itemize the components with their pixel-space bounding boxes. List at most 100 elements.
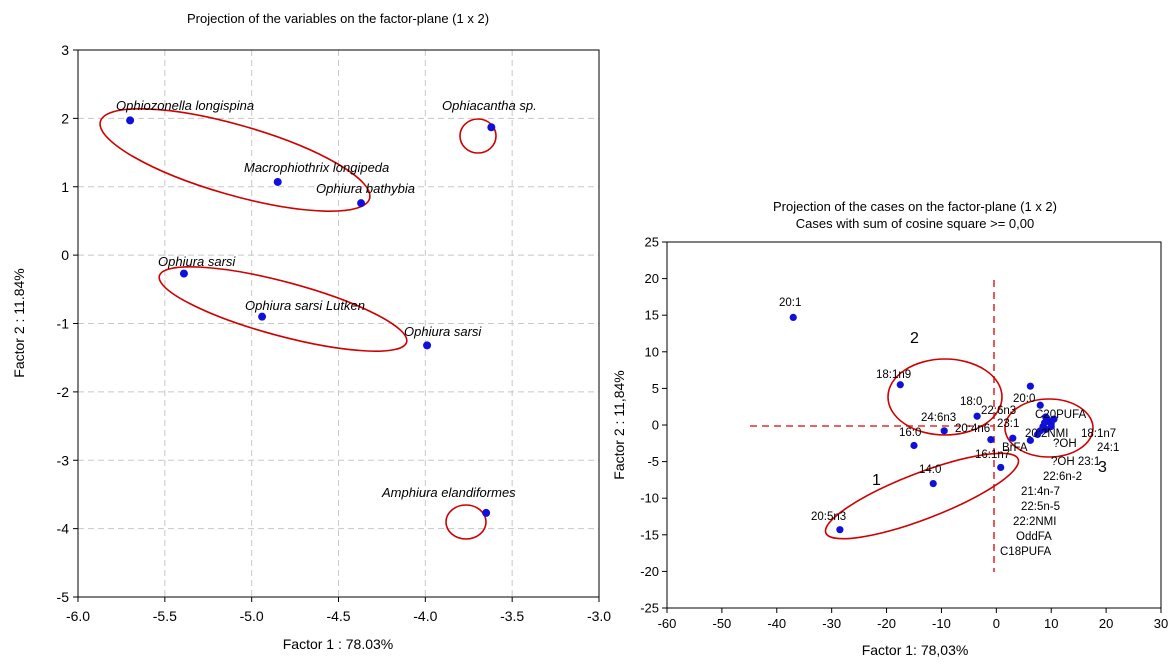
data-point	[1042, 425, 1050, 433]
point-label: 20:2NMI	[1025, 428, 1068, 440]
y-axis-label: Factor 2 : 11,84%	[611, 370, 627, 479]
x-tick-label: 20	[1099, 616, 1113, 631]
group-ellipse	[158, 266, 408, 352]
x-tick-label: -6.0	[66, 608, 90, 624]
x-axis-label: Factor 1: 78,03%	[862, 642, 969, 658]
point-label: 20:4n6	[955, 423, 990, 435]
point-label: C20PUFA	[1035, 409, 1086, 421]
point-label: 20:0	[1013, 393, 1035, 405]
point-label: BrFA	[1002, 442, 1028, 454]
y-tick-label: 3	[61, 42, 69, 58]
point-labels: 20:1 18:1n9 18:0 24:6n3 16:0 20:4n6 14:0…	[779, 297, 1119, 558]
x-tick-label: -20	[877, 616, 896, 631]
y-tick-label: 15	[645, 308, 659, 323]
chart-title: Projection of the cases on the factor-pl…	[773, 199, 1057, 214]
point-label: Ophiacantha sp.	[442, 98, 537, 113]
x-tick-label: -5.5	[153, 608, 177, 624]
y-axis-label: Factor 2 : 11.84%	[11, 268, 27, 377]
data-point	[973, 412, 981, 420]
data-point	[1009, 434, 1017, 442]
x-tick-label: -4.5	[326, 608, 350, 624]
data-point	[126, 116, 135, 125]
point-label: Ophiura sarsi	[404, 324, 482, 339]
point-label: 24:6n3	[921, 412, 956, 424]
data-point	[836, 526, 844, 534]
y-tick-label: -3	[57, 452, 70, 468]
point-label: Ophiura sarsi Lutken	[245, 298, 365, 313]
data-point	[273, 177, 282, 186]
group-ellipse	[445, 504, 487, 540]
y-tick-label: -25	[640, 601, 659, 616]
point-label: Ophiura bathybia	[316, 181, 415, 196]
group-ellipse	[1004, 398, 1094, 458]
grid-lines	[78, 50, 599, 597]
x-ticks: -6.0 -5.5 -5.0 -4.5 -4.0 -3.5 -3.0	[66, 597, 611, 624]
point-label: 22:6n3	[981, 405, 1016, 417]
y-tick-label: -5	[57, 589, 70, 605]
data-point	[423, 341, 432, 350]
point-label: OddFA	[1016, 531, 1052, 543]
data-point	[929, 479, 937, 488]
data-point	[487, 123, 496, 132]
point-label: 20:5n3	[811, 511, 846, 523]
group-ellipses	[824, 358, 1094, 540]
group-number: 1	[872, 472, 881, 489]
x-axis-label: Factor 1 : 78.03%	[283, 636, 394, 652]
point-label: 20:1	[779, 297, 801, 309]
y-tick-label: 0	[652, 418, 659, 433]
data-point	[1036, 401, 1044, 409]
data-point	[910, 441, 918, 450]
x-tick-label: -3.5	[500, 608, 524, 624]
x-tick-label: -50	[712, 616, 731, 631]
x-tick-label: -10	[932, 616, 951, 631]
data-point	[1041, 419, 1049, 427]
point-label: 24:1	[1097, 442, 1119, 454]
point-label: ?OH 23:1	[1051, 456, 1100, 468]
x-tick-label: 10	[1044, 616, 1058, 631]
point-label: 21:4n-7	[1021, 486, 1060, 498]
data-points	[126, 116, 496, 517]
point-label: ?OH	[1053, 438, 1077, 450]
chart-variables: Projection of the variables on the facto…	[11, 11, 611, 652]
point-label: 22:6n-2	[1043, 471, 1082, 483]
point-label: 16:1n7	[975, 449, 1010, 461]
group-number: 2	[910, 330, 919, 347]
y-tick-label: -20	[640, 564, 659, 579]
y-tick-label: 10	[645, 344, 659, 359]
x-tick-label: -5.0	[240, 608, 264, 624]
data-point	[987, 436, 995, 444]
point-label: C18PUFA	[1000, 546, 1051, 558]
y-tick-label: -15	[640, 527, 659, 542]
y-tick-label: 5	[652, 381, 659, 396]
data-point	[357, 199, 366, 208]
x-tick-label: 30	[1154, 616, 1168, 631]
chart-title: Projection of the variables on the facto…	[187, 11, 489, 26]
y-tick-label: 1	[61, 179, 69, 195]
y-ticks: 3 2 1 0 -1 -2 -3 -4 -5	[57, 42, 78, 605]
point-label: Macrophiothrix longipeda	[244, 160, 389, 175]
y-tick-label: -4	[57, 521, 70, 537]
data-points	[789, 313, 1058, 534]
x-tick-label: -3.0	[587, 608, 611, 624]
group-ellipses	[99, 108, 497, 540]
data-point	[896, 381, 904, 389]
group-number: 3	[1098, 459, 1107, 476]
point-labels: Ophiozonella longispina Macrophiothrix l…	[116, 98, 537, 500]
data-point	[482, 508, 491, 517]
group-ellipse	[887, 358, 1003, 436]
group-ellipse	[99, 108, 371, 212]
data-point	[258, 312, 267, 321]
data-point	[1047, 422, 1055, 431]
point-label: Ophiozonella longispina	[116, 98, 254, 113]
point-label: Ophiura sarsi	[158, 254, 236, 269]
data-point	[940, 427, 948, 435]
y-tick-label: 25	[645, 235, 659, 250]
point-label: 22:2NMI	[1013, 516, 1056, 528]
x-tick-label: 0	[993, 616, 1000, 631]
group-ellipse	[824, 452, 1020, 540]
y-tick-label: -10	[640, 491, 659, 506]
data-point	[1036, 427, 1044, 435]
y-tick-label: 0	[61, 247, 69, 263]
point-label: 22:5n-5	[1021, 501, 1060, 513]
point-label: 18:1n9	[876, 369, 911, 381]
